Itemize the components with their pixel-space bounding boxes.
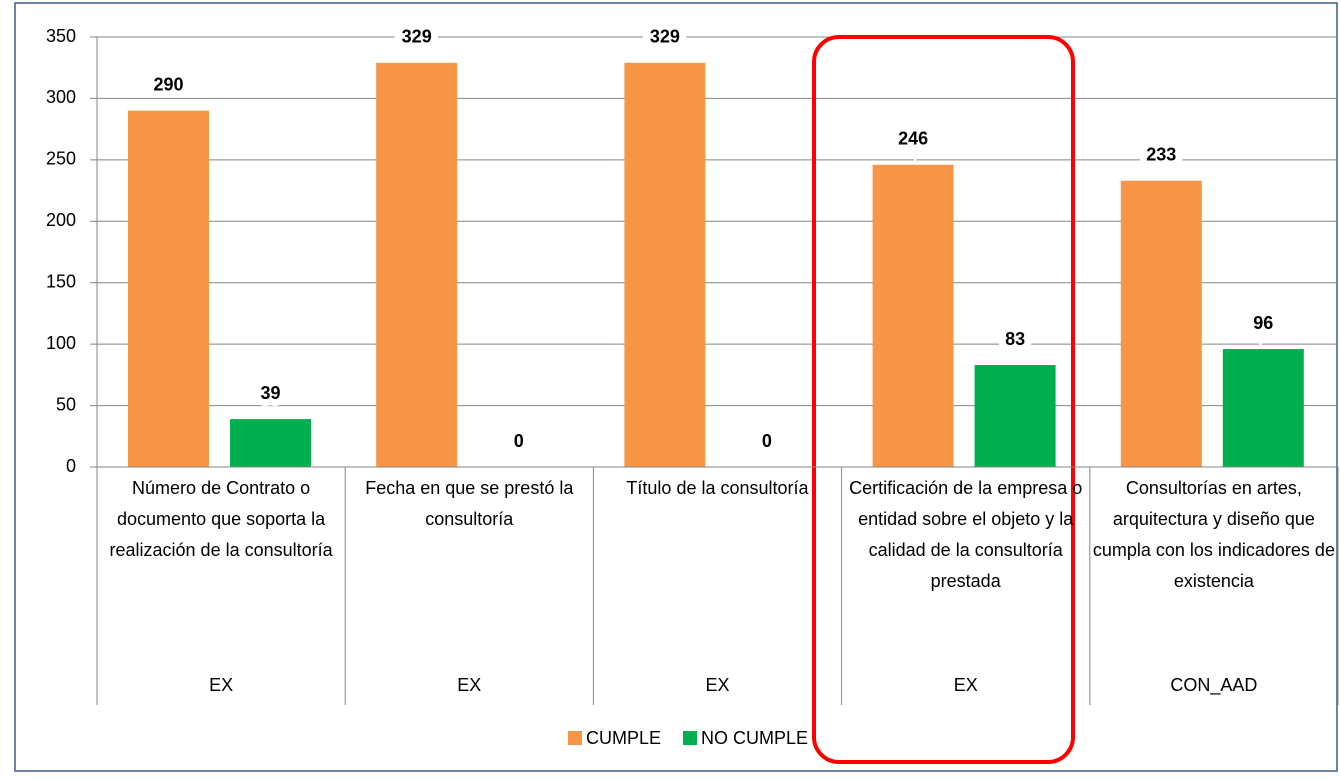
data-label: 329 (650, 27, 680, 47)
group-label: CON_AAD (1170, 675, 1257, 696)
y-tick-label: 350 (46, 26, 76, 46)
bar (230, 419, 311, 467)
data-label: 246 (898, 129, 928, 149)
x-tick-label-box: Número de Contrato o documento que sopor… (109, 478, 333, 560)
x-tick-label: Número de Contrato o documento que sopor… (109, 478, 333, 560)
bar (128, 110, 209, 467)
group-label: EX (457, 675, 481, 695)
bar (376, 62, 458, 468)
legend-swatch (568, 731, 582, 745)
y-tick-label: 150 (46, 271, 76, 291)
y-tick-label: 50 (56, 394, 76, 414)
bar (872, 164, 954, 467)
x-tick-label: Fecha en que se prestó la consultoría (365, 478, 574, 529)
group-label: EX (209, 675, 233, 695)
legend-label: CUMPLE (586, 728, 661, 748)
data-label: 290 (153, 74, 183, 94)
x-tick-label-box: Consultorías en artes, arquitectura y di… (1092, 478, 1335, 591)
group-label: EX (705, 675, 729, 695)
x-tick-label-box: Certificación de la empresa o entidad so… (849, 478, 1083, 591)
y-tick-label: 0 (66, 456, 76, 476)
y-tick-label: 250 (46, 149, 76, 169)
x-tick-label-box: Título de la consultoría (626, 478, 809, 498)
data-label: 0 (514, 431, 524, 451)
bar (1222, 349, 1304, 467)
group-label: EX (954, 675, 978, 695)
data-label: 39 (260, 383, 280, 403)
x-tick-label: Consultorías en artes, arquitectura y di… (1092, 478, 1335, 591)
bar (624, 62, 706, 468)
legend-label: NO CUMPLE (701, 728, 808, 748)
data-label: 0 (762, 431, 772, 451)
y-tick-label: 200 (46, 210, 76, 230)
data-label: 83 (1005, 329, 1025, 349)
x-tick-label: Certificación de la empresa o entidad so… (849, 478, 1083, 591)
x-tick-label-box: Fecha en que se prestó la consultoría (365, 478, 574, 529)
y-tick-label: 100 (46, 333, 76, 353)
y-tick-label: 300 (46, 87, 76, 107)
bar (1120, 180, 1202, 467)
x-tick-label: Título de la consultoría (626, 478, 809, 498)
bar (974, 365, 1056, 467)
highlight-box (812, 35, 1075, 764)
bars: 290 39 329 0 329 0 246 83 233 96 (128, 20, 1304, 468)
data-label: 329 (402, 27, 432, 47)
legend-swatch (683, 731, 698, 745)
data-label: 96 (1253, 313, 1273, 333)
data-label: 233 (1146, 144, 1176, 164)
